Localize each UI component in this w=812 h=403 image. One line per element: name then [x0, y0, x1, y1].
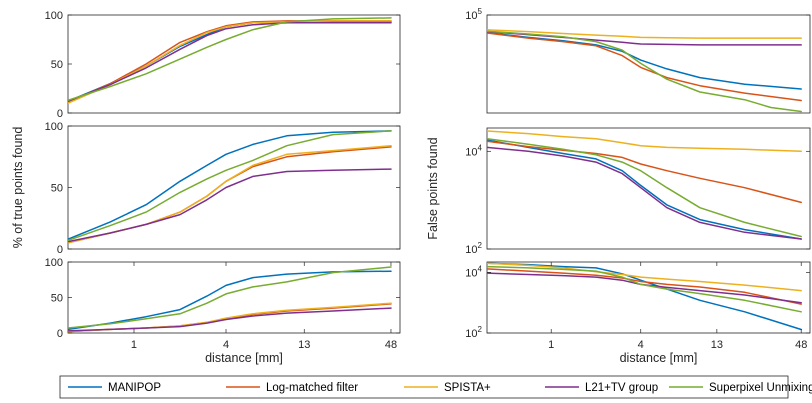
series-group [68, 17, 392, 104]
x-tick-label: 13 [298, 339, 310, 351]
y-tick-label: 0 [57, 244, 63, 256]
x-tick-label: 4 [223, 339, 229, 351]
series-line-l21-tv-group [68, 168, 392, 243]
legend-label: SPISTA+ [444, 382, 491, 394]
chart-panel-left-3: 0 50 100 1 4 13 48 distance [mm] [45, 257, 401, 365]
y-tick-label: 0 [57, 328, 63, 340]
series-group [68, 266, 392, 333]
y-tick-label: 100 [45, 257, 63, 269]
series-line-l21-tv-group [68, 307, 392, 332]
x-tick-label: 13 [711, 339, 723, 351]
series-line-superpixel-unmixing [68, 266, 392, 329]
series-group [487, 29, 802, 113]
y-tick-label: 105 [465, 7, 482, 22]
series-group [68, 130, 392, 244]
series-line-log-matched-filter [487, 32, 802, 102]
series-line-manipop [68, 270, 392, 331]
y-tick-label: 100 [45, 121, 63, 133]
legend-label: MANIPOP [108, 382, 161, 394]
legend: MANIPOP Log-matched filter SPISTA+ L21+TV g… [59, 375, 812, 399]
chart-panel-right-2: 102 104 False points found [426, 127, 811, 256]
series-line-spista- [68, 20, 392, 104]
series-line-manipop [487, 262, 802, 331]
y-tick-label: 50 [51, 59, 63, 71]
legend-entry-manipop: MANIPOP [68, 382, 161, 394]
legend-label: L21+TV group [585, 382, 658, 394]
axes-frame [486, 261, 811, 334]
series-line-superpixel-unmixing [487, 138, 802, 238]
legend-label: Superpixel Unmixing [709, 382, 812, 394]
series-line-superpixel-unmixing [68, 130, 392, 242]
x-axis-label: distance [mm] [620, 351, 698, 365]
chart-panel-right-1: 105 [465, 7, 811, 114]
axes-frame [67, 14, 401, 114]
y-tick-label: 100 [45, 10, 63, 22]
series-line-manipop [487, 139, 802, 240]
legend-label: Log-matched filter [266, 382, 358, 394]
series-line-superpixel-unmixing [487, 265, 802, 313]
series-line-manipop [68, 130, 392, 240]
x-tick-label: 4 [638, 339, 644, 351]
series-group [487, 262, 802, 331]
series-line-superpixel-unmixing [487, 30, 802, 113]
series-line-log-matched-filter [487, 140, 802, 204]
legend-entry-l21-tv-group: L21+TV group [545, 382, 658, 394]
chart-panel-left-1: 0 50 100 [45, 10, 401, 120]
legend-entry-superpixel-unmixing: Superpixel Unmixing [669, 382, 812, 394]
y-tick-label: 50 [51, 293, 63, 305]
x-tick-label: 1 [548, 339, 554, 351]
chart-panel-right-3: 102 104 1 4 13 48 distance [mm] [465, 261, 811, 365]
series-line-spista- [487, 130, 802, 153]
legend-entry-log-matched-filter: Log-matched filter [226, 382, 358, 394]
chart-panel-left-2: 0 50 100 % of true points found [11, 121, 401, 256]
axes-frame [67, 125, 401, 250]
series-line-log-matched-filter [487, 268, 802, 305]
y-tick-label: 102 [465, 241, 482, 256]
axes-frame [486, 14, 811, 114]
y-axis-label: False points found [426, 137, 440, 239]
series-line-superpixel-unmixing [68, 17, 392, 102]
series-line-spista- [487, 29, 802, 39]
y-tick-label: 0 [57, 108, 63, 120]
y-tick-label: 102 [465, 325, 482, 340]
y-tick-label: 104 [465, 143, 482, 158]
y-tick-label: 50 [51, 183, 63, 195]
y-axis-label: % of true points found [11, 127, 25, 249]
x-tick-label: 48 [385, 339, 397, 351]
x-axis-label: distance [mm] [205, 351, 283, 365]
y-tick-label: 104 [465, 264, 482, 279]
series-group [487, 130, 802, 240]
series-line-l21-tv-group [487, 146, 802, 240]
x-tick-label: 1 [131, 339, 137, 351]
x-tick-label: 48 [795, 339, 807, 351]
series-line-spista- [487, 262, 802, 292]
legend-entry-spista-: SPISTA+ [404, 382, 491, 394]
series-line-l21-tv-group [487, 272, 802, 304]
series-line-l21-tv-group [68, 22, 392, 102]
